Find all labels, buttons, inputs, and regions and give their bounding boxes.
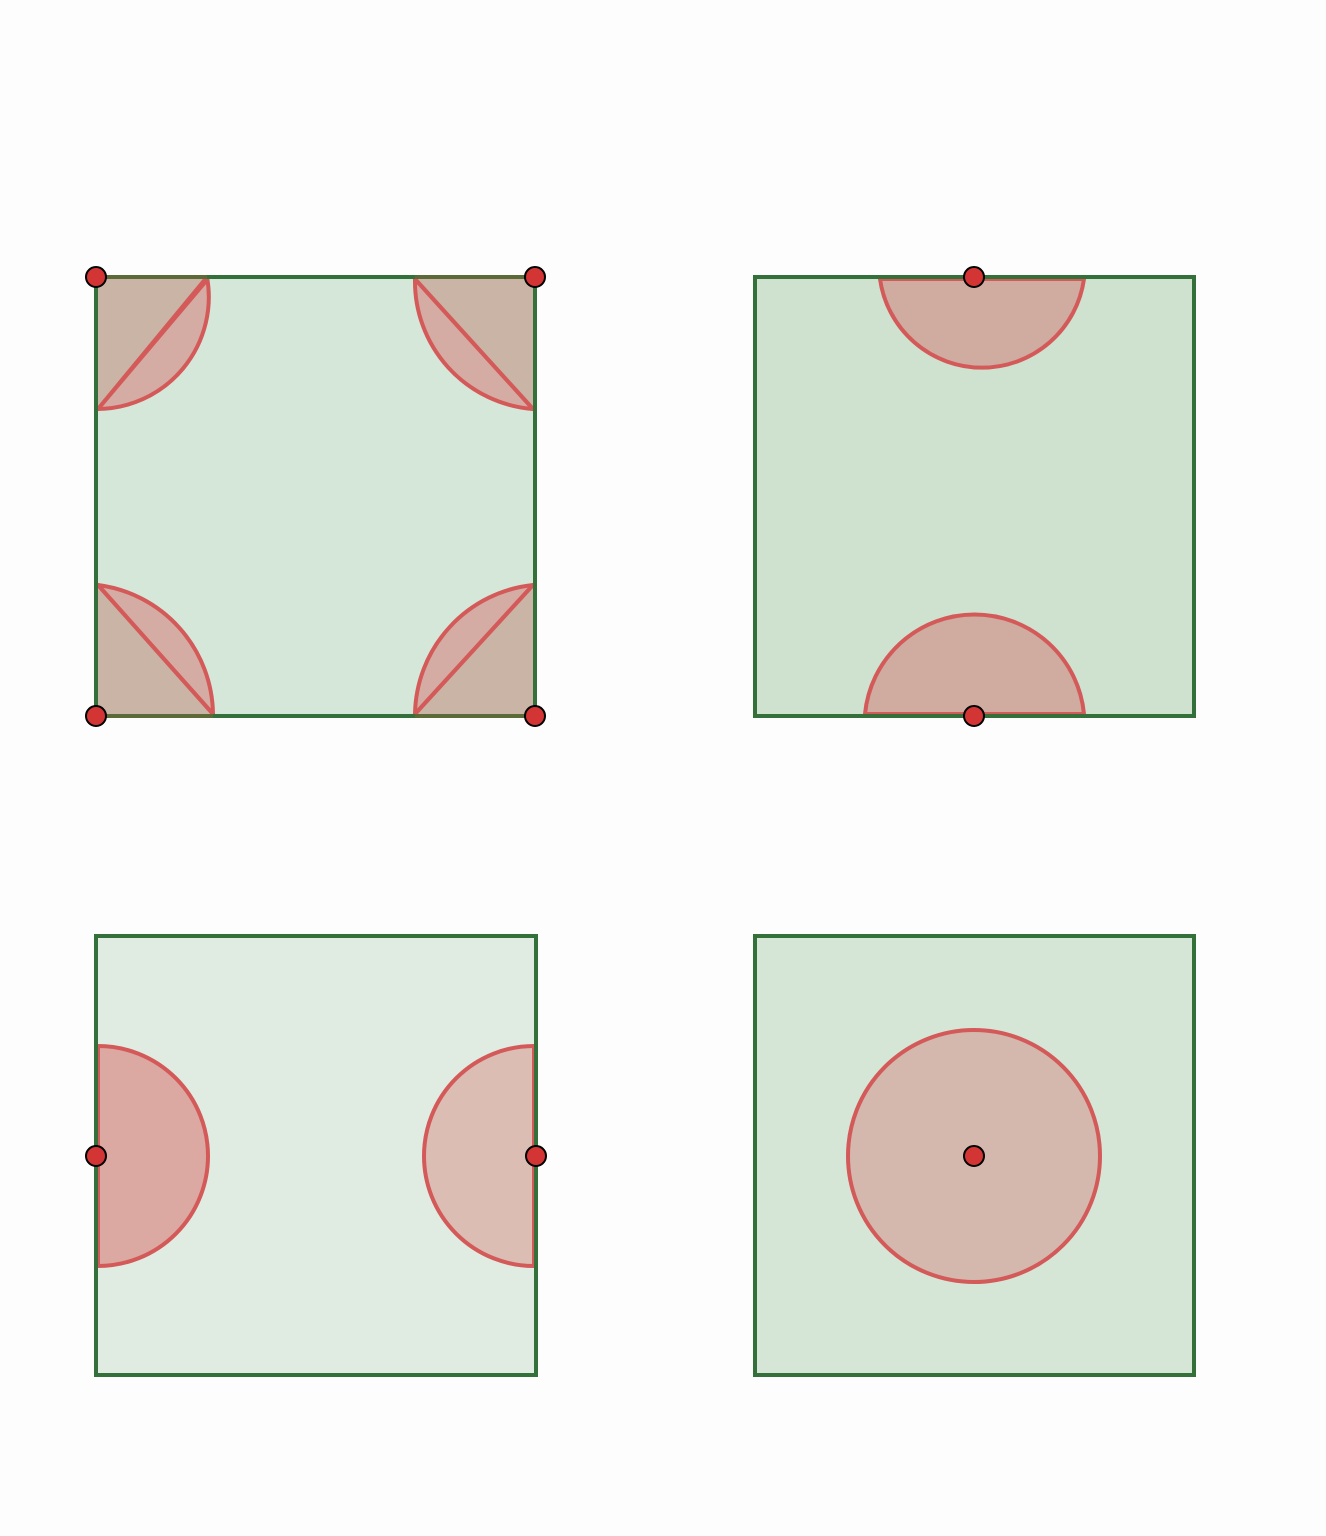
center-point-panel xyxy=(753,934,1196,1377)
top-left-corner-chord xyxy=(96,278,209,411)
point-top-right[interactable] xyxy=(524,266,546,288)
point-right-midpoint[interactable] xyxy=(525,1145,547,1167)
corners-panel xyxy=(85,266,546,727)
top-right-corner-chord xyxy=(413,277,535,411)
top-bottom-midpoints-panel xyxy=(753,266,1196,727)
bottom-right-corner-chord xyxy=(413,583,535,716)
left-right-midpoints-panel xyxy=(85,934,547,1377)
bottom-left-corner-region xyxy=(96,583,215,716)
point-bottom-right[interactable] xyxy=(524,705,546,727)
top-half-disc xyxy=(878,277,1086,370)
corners-panel-square xyxy=(94,275,537,718)
point-left-midpoint[interactable] xyxy=(85,1145,107,1167)
point-bottom-left[interactable] xyxy=(85,705,107,727)
bottom-left-corner-chord xyxy=(96,583,215,716)
bottom-right-corner-region xyxy=(413,583,535,716)
right-half-disc xyxy=(422,1044,536,1268)
point-top-midpoint[interactable] xyxy=(963,266,985,288)
bottom-half-disc xyxy=(863,612,1086,716)
point-bottom-midpoint[interactable] xyxy=(963,705,985,727)
top-right-corner-region xyxy=(412,277,535,411)
point-center[interactable] xyxy=(963,1145,985,1167)
center-panel-square xyxy=(753,934,1196,1377)
top-left-corner-region xyxy=(96,275,211,411)
point-top-left[interactable] xyxy=(85,266,107,288)
left-half-disc xyxy=(96,1044,210,1268)
